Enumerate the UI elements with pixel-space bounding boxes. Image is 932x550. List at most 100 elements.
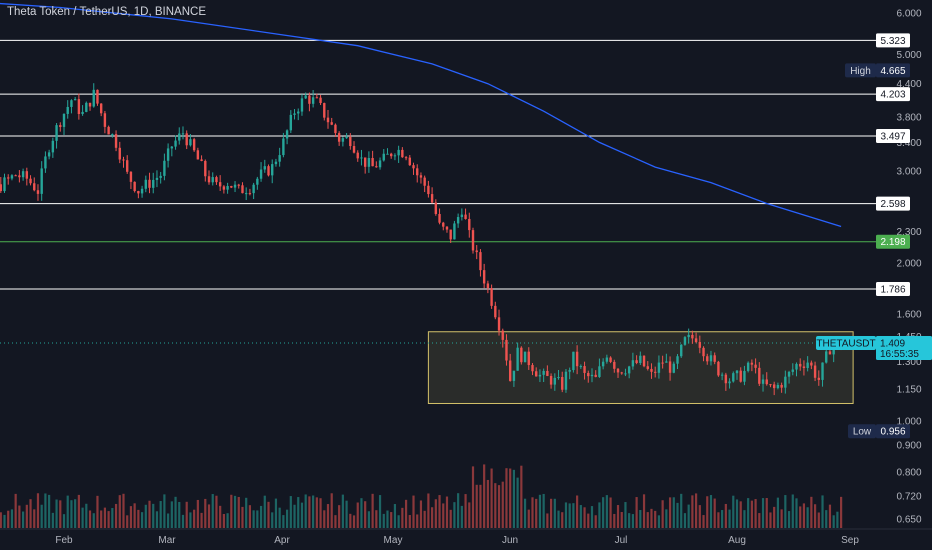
volume-bar <box>431 507 434 528</box>
time-axis-tick: May <box>384 535 403 546</box>
candle-body <box>795 363 798 370</box>
volume-bar <box>475 484 478 528</box>
candle-body <box>646 366 649 369</box>
volume-bar <box>761 498 765 528</box>
candle-body <box>137 191 140 194</box>
candle-body <box>605 357 609 362</box>
volume-bar <box>594 515 597 528</box>
candle-body <box>148 179 151 188</box>
price-axis-tick: 6.000 <box>896 9 921 20</box>
volume-bar <box>85 503 88 528</box>
volume-bar <box>304 494 307 528</box>
level-price-tag <box>876 129 910 144</box>
volume-bar <box>668 497 672 528</box>
candle-body <box>297 111 300 114</box>
consolidation-range-box[interactable] <box>427 331 854 404</box>
volume-bar <box>408 515 411 528</box>
volume-bar <box>159 501 162 528</box>
volume-bar <box>773 506 776 528</box>
volume-bar <box>167 513 170 528</box>
volume-bar <box>624 502 627 528</box>
candle-body <box>33 183 36 191</box>
last-price-value: 1.409 <box>880 338 905 349</box>
volume-bar <box>334 515 337 528</box>
candle-body <box>360 157 363 159</box>
volume-bar <box>185 501 188 528</box>
volume-bar <box>226 513 229 528</box>
volume-bar <box>657 515 661 528</box>
volume-bar <box>468 502 471 528</box>
level-price-tag <box>876 281 910 296</box>
candle-body <box>70 100 73 107</box>
candle-body <box>334 124 337 134</box>
volume-bar <box>297 497 300 528</box>
candle-body <box>624 373 627 375</box>
volume-bar <box>754 499 757 528</box>
volume-bar <box>200 512 203 528</box>
volume-bar <box>271 512 274 528</box>
volume-bar <box>59 500 62 528</box>
candle-body <box>62 113 66 127</box>
candle-body <box>720 374 724 376</box>
candle-body <box>293 113 296 115</box>
candle-body <box>780 384 783 388</box>
volume-bar <box>810 496 813 528</box>
volume-bar <box>293 504 296 528</box>
candle-body <box>289 114 293 131</box>
candle-body <box>367 158 371 167</box>
candle-body <box>3 177 6 192</box>
volume-bar <box>609 497 612 528</box>
volume-bar <box>96 495 99 528</box>
volume-bar <box>352 515 356 528</box>
volume-bar <box>51 512 54 528</box>
volume-bar <box>732 495 735 528</box>
candle-body <box>613 361 616 369</box>
candle-body <box>81 111 84 115</box>
candle-body <box>185 133 188 146</box>
volume-bar <box>635 497 638 528</box>
candle-body <box>371 158 374 167</box>
candle-body <box>40 168 43 194</box>
volume-bar <box>378 495 382 528</box>
volume-bar <box>21 511 25 528</box>
volume-bar <box>501 481 504 528</box>
candle-body <box>401 149 404 158</box>
candle-body <box>271 164 274 176</box>
candle-body <box>635 360 638 364</box>
candle-body <box>66 106 69 114</box>
volume-bar <box>364 501 367 528</box>
volume-bars <box>0 464 843 528</box>
price-axis-tick: 4.400 <box>896 79 921 90</box>
price-axis-tick: 1.150 <box>896 385 921 396</box>
volume-bar <box>568 503 571 528</box>
volume-bar <box>494 483 497 528</box>
candle-body <box>215 177 218 183</box>
volume-bar <box>840 496 843 528</box>
volume-bar <box>821 495 824 528</box>
volume-bar <box>315 497 318 528</box>
candle-body <box>650 368 653 372</box>
candle-body <box>590 374 594 377</box>
volume-bar <box>416 514 419 528</box>
volume-bar <box>278 507 281 528</box>
candle-body <box>323 103 326 118</box>
level-price-tag <box>876 33 910 48</box>
volume-bar <box>319 498 322 528</box>
volume-bar <box>750 500 753 528</box>
candle-body <box>594 374 597 377</box>
candle-body <box>174 140 177 147</box>
volume-bar <box>538 494 542 528</box>
candle-body <box>7 177 10 179</box>
volume-bar <box>486 479 489 528</box>
price-axis-tick: 2.300 <box>896 227 921 238</box>
symbol-label-text: THETAUSDT <box>816 338 875 349</box>
volume-bar <box>520 465 523 528</box>
candle-body <box>468 218 471 231</box>
volume-bar <box>784 495 787 528</box>
volume-bar <box>155 511 159 528</box>
candle-body <box>642 355 646 367</box>
high-price-tag-label: 4.665 <box>880 66 905 77</box>
candle-body <box>601 361 605 367</box>
volume-bar <box>267 501 270 528</box>
